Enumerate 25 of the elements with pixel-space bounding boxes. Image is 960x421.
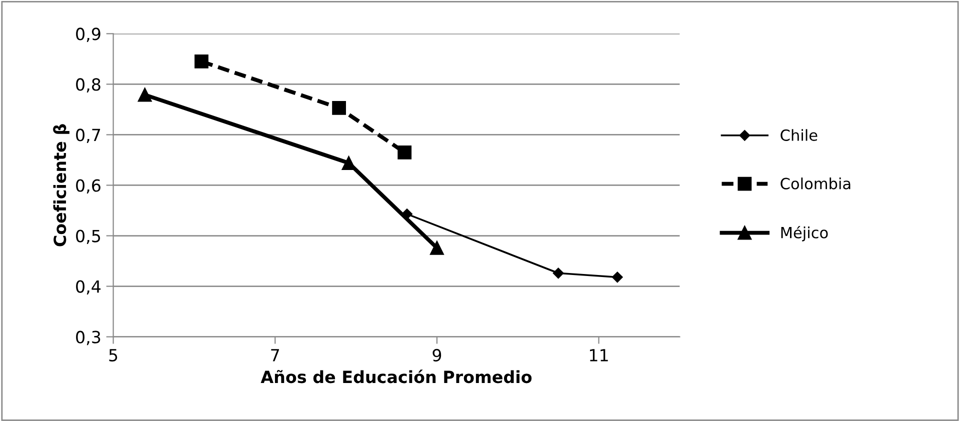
y-tick-label: 0,9 [76, 28, 100, 42]
point [194, 54, 208, 68]
point [332, 101, 346, 115]
x-axis-title: Años de Educación Promedio [260, 370, 532, 384]
point [342, 156, 356, 170]
x-tick-label: 7 [271, 349, 279, 362]
y-tick-label: 0,4 [76, 280, 101, 295]
y-tick-label: 0,5 [76, 230, 100, 244]
y-axis-title: Coeficiente β [53, 124, 70, 246]
point [552, 268, 564, 279]
point [402, 208, 412, 220]
legend-label: Chile [780, 129, 818, 141]
legend-label: Colombia [780, 178, 850, 190]
point [430, 240, 444, 255]
y-tick-label: 0,8 [76, 78, 100, 92]
y-tick-label: 0,3 [76, 330, 100, 346]
x-tick-label: 11 [590, 349, 608, 362]
point [612, 272, 623, 283]
y-tick-label: 0,7 [76, 128, 100, 143]
x-tick-label: 5 [109, 349, 118, 362]
y-tick-label: 0,6 [76, 179, 100, 194]
point [398, 145, 412, 160]
point [138, 88, 152, 102]
legend-label: Méjico [781, 226, 828, 242]
x-tick-label: 9 [432, 348, 442, 362]
